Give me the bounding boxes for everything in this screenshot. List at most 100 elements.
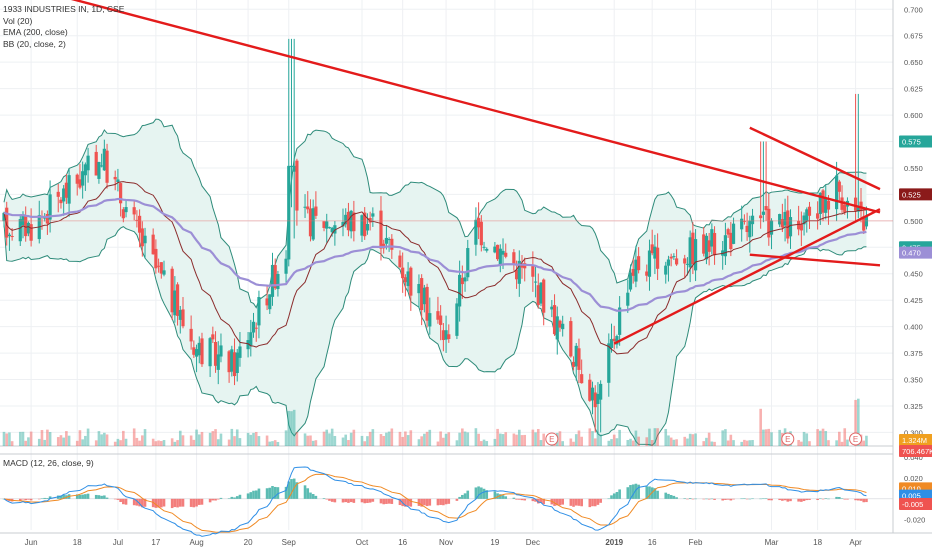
volume-bar	[29, 431, 33, 446]
earnings-label: E	[785, 435, 790, 444]
volume-bar	[268, 441, 272, 446]
macd-histogram-bar	[100, 495, 103, 499]
macd-legend[interactable]: MACD (12, 26, close, 9)	[3, 458, 94, 468]
candle-body	[124, 207, 128, 213]
candle-body	[466, 248, 470, 278]
volume-bar	[455, 440, 459, 446]
volume-tag: 706.467K	[902, 447, 932, 456]
bb-legend[interactable]: BB (20, close, 2)	[3, 38, 66, 49]
macd-histogram-bar	[382, 498, 385, 505]
volume-bar	[629, 438, 632, 446]
volume-bar	[387, 431, 391, 446]
candle-body	[97, 161, 101, 179]
volume-bar	[18, 431, 22, 446]
candle-body	[455, 303, 459, 336]
macd-histogram-bar	[328, 498, 331, 501]
volume-bar	[62, 437, 65, 446]
macd-histogram-bar	[705, 498, 708, 500]
macd-histogram-bar	[306, 488, 310, 499]
candle-body	[856, 207, 860, 212]
volume-bar	[645, 437, 649, 446]
macd-histogram-bar	[846, 498, 849, 500]
volume-bar	[751, 440, 754, 446]
volume-bar	[273, 440, 277, 446]
macd-histogram-bar	[786, 498, 790, 502]
candle-body	[436, 311, 440, 320]
y-tick-label: 0.700	[904, 5, 923, 14]
candle-body	[189, 328, 193, 342]
macd-histogram-bar	[455, 498, 459, 501]
x-tick-label: 2019	[605, 538, 623, 547]
candle-body	[314, 206, 318, 216]
macd-histogram-bar	[751, 498, 754, 500]
macd-histogram-bar	[618, 489, 621, 499]
volume-bar	[105, 434, 109, 446]
macd-histogram-bar	[211, 498, 215, 501]
volume-bar	[176, 440, 179, 446]
macd-histogram-bar	[561, 498, 564, 505]
candle-body	[173, 290, 177, 316]
volume-bar	[610, 439, 613, 446]
macd-histogram-bar	[542, 498, 546, 505]
volume-bar	[143, 429, 147, 446]
macd-histogram-bar	[840, 498, 844, 499]
x-tick-label: 19	[490, 538, 499, 547]
volume-bar	[173, 441, 177, 446]
macd-histogram-bar	[439, 498, 442, 505]
volume-bar	[10, 441, 14, 446]
volume-bar	[46, 429, 49, 446]
macd-histogram-bar	[385, 498, 388, 504]
volume-bar	[574, 434, 578, 446]
candle-body	[691, 232, 695, 265]
earnings-marker	[849, 432, 863, 446]
macd-histogram-bar	[406, 498, 410, 506]
volume-bar	[124, 438, 128, 446]
volume-bar	[27, 437, 30, 446]
candle-body	[835, 175, 839, 210]
y-tick-label: 0.600	[904, 111, 923, 120]
macd-histogram-bar	[195, 498, 198, 507]
volume-bar	[170, 438, 174, 446]
macd-histogram-bar	[482, 488, 486, 499]
macd-histogram-bar	[181, 498, 185, 507]
volume-bar	[536, 429, 540, 446]
ema-legend[interactable]: EMA (200, close)	[3, 27, 68, 37]
macd-histogram-bar	[664, 492, 668, 499]
candle-body	[64, 182, 68, 198]
candle-body	[495, 244, 500, 260]
macd-signal-line	[3, 473, 867, 533]
candle-body	[344, 214, 348, 225]
macd-histogram-bar	[672, 495, 676, 499]
volume-bar	[515, 434, 518, 446]
macd-histogram-bar	[534, 498, 537, 502]
candle-body	[482, 246, 486, 248]
candle-body	[797, 220, 801, 230]
volume-bar	[344, 434, 348, 446]
macd-histogram-bar	[667, 493, 670, 499]
macd-histogram-bar	[238, 494, 242, 499]
macd-histogram-bar	[314, 495, 318, 499]
volume-bar	[195, 429, 198, 446]
candle-body	[67, 175, 71, 204]
volume-bar	[113, 441, 117, 446]
macd-histogram-bar	[379, 498, 383, 504]
candle-body	[422, 287, 426, 305]
macd-histogram-bar	[444, 498, 448, 505]
volume-bar	[517, 429, 521, 446]
vol-legend[interactable]: Vol (20)	[3, 15, 33, 26]
macd-histogram-bar	[838, 496, 841, 499]
macd-histogram-bar	[599, 498, 602, 503]
volume-bar	[561, 441, 564, 446]
symbol-title[interactable]: 1933 INDUSTRIES IN, 1D, CSE	[3, 4, 125, 14]
macd-line	[3, 466, 867, 537]
volume-bar	[447, 432, 451, 446]
candle-body	[273, 265, 277, 289]
macd-histogram-bar	[37, 498, 41, 500]
macd-histogram-bar	[368, 498, 372, 503]
candle-body	[807, 206, 812, 216]
trendlines[interactable]	[0, 0, 881, 345]
candle-body	[514, 269, 519, 280]
macd-histogram-bar	[344, 498, 348, 503]
candle-body	[59, 199, 63, 204]
